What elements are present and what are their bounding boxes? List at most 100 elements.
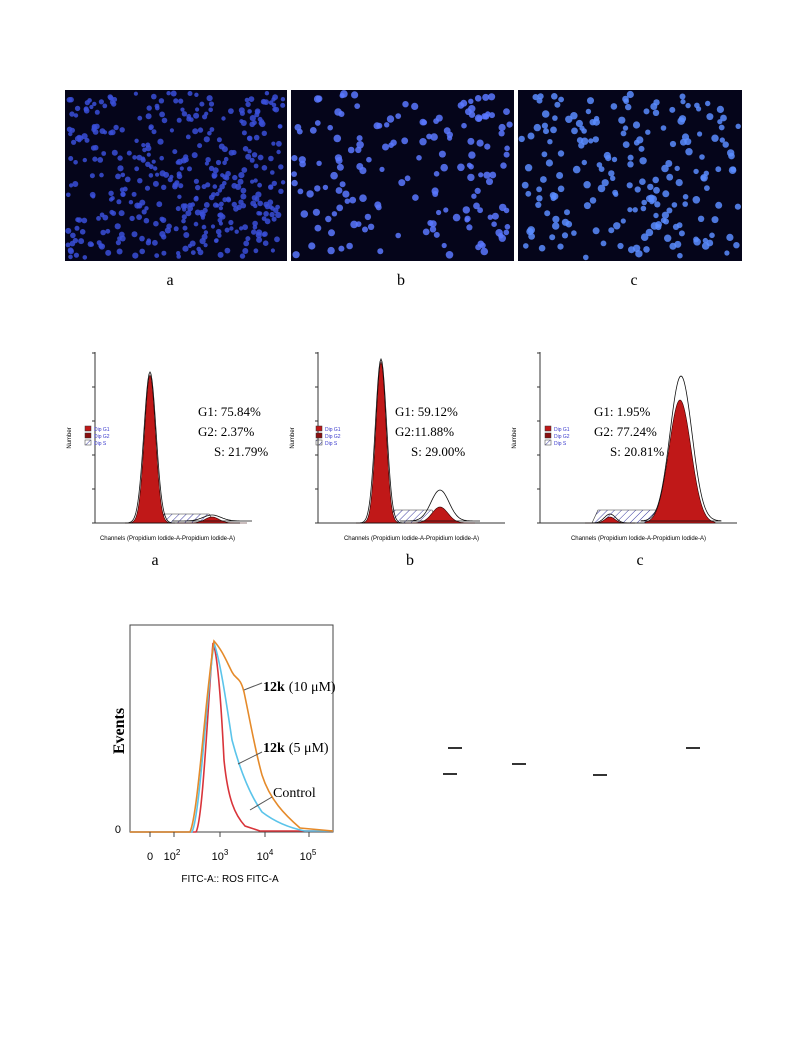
- cell-nucleus: [598, 166, 605, 173]
- x-axis-label: FITC-A:: ROS FITC-A: [181, 874, 279, 885]
- annotation: 12k (10 μM): [263, 680, 336, 695]
- cell-nucleus: [245, 153, 252, 160]
- cell-nucleus: [267, 199, 274, 206]
- cell-nucleus: [612, 189, 618, 196]
- fit-outline: [172, 514, 252, 522]
- fit-outline: [640, 375, 722, 522]
- cell-nucleus: [258, 120, 264, 126]
- cell-nucleus: [441, 242, 447, 249]
- legend-label: Dip G1: [554, 427, 570, 433]
- cell-nucleus: [79, 229, 86, 235]
- cell-nucleus: [536, 195, 543, 202]
- cell-nucleus: [203, 230, 209, 235]
- tick-base: 10: [257, 851, 269, 863]
- cell-nucleus: [452, 213, 461, 222]
- cell-nucleus: [197, 249, 204, 256]
- cell-nucleus: [132, 155, 137, 160]
- cell-nucleus: [338, 245, 345, 252]
- cell-nucleus: [632, 121, 641, 129]
- cell-nucleus: [65, 227, 72, 234]
- cell-nucleus: [263, 99, 269, 105]
- cell-nucleus: [660, 125, 667, 131]
- cell-nucleus: [571, 127, 578, 135]
- cell-nucleus: [699, 154, 705, 160]
- cell-nucleus: [669, 140, 677, 148]
- cell-nucleus: [386, 115, 395, 123]
- cell-nucleus: [476, 139, 484, 147]
- cell-nucleus: [366, 156, 372, 163]
- cell-nucleus: [87, 98, 92, 103]
- cell-nucleus: [177, 194, 182, 199]
- cell-nucleus: [92, 156, 98, 162]
- cell-nucleus: [161, 117, 168, 124]
- cell-nucleus: [291, 171, 297, 178]
- cell-nucleus: [139, 235, 145, 242]
- cell-nucleus: [349, 196, 357, 204]
- cell-nucleus: [583, 181, 591, 189]
- annotation-arrow: [243, 682, 263, 691]
- cell-nucleus: [202, 207, 208, 213]
- tick-base: 10: [164, 851, 176, 863]
- cell-nucleus: [247, 109, 252, 114]
- cell-nucleus: [483, 171, 491, 179]
- cell-nucleus: [151, 129, 157, 135]
- cell-nucleus: [538, 244, 546, 252]
- cell-nucleus: [218, 221, 223, 226]
- cell-nucleus: [557, 150, 565, 157]
- cell-nucleus: [521, 181, 529, 189]
- cell-nucleus: [483, 113, 490, 120]
- cell-nucleus: [693, 168, 699, 175]
- cell-nucleus: [339, 181, 346, 188]
- cell-nucleus: [217, 233, 222, 238]
- cell-nucleus: [82, 255, 88, 260]
- cell-nucleus: [313, 95, 322, 103]
- cell-nucleus: [251, 152, 258, 158]
- cell-nucleus: [680, 99, 686, 105]
- cell-nucleus: [585, 108, 592, 115]
- cell-nucleus: [596, 162, 603, 168]
- phase-percentage: G1: 1.95%: [594, 404, 651, 419]
- cell-nucleus: [81, 217, 88, 224]
- cell-nucleus: [533, 123, 541, 132]
- cell-nucleus: [532, 94, 539, 101]
- cell-nucleus: [151, 93, 157, 100]
- cell-nucleus: [99, 212, 105, 218]
- cell-nucleus: [207, 131, 212, 136]
- cell-nucleus: [626, 90, 634, 99]
- cell-nucleus: [174, 180, 180, 186]
- cell-nucleus: [300, 210, 309, 218]
- cell-nucleus: [100, 229, 106, 236]
- cell-nucleus: [543, 128, 549, 135]
- cell-nucleus: [185, 134, 191, 140]
- cell-nucleus: [137, 178, 143, 184]
- cell-nucleus: [190, 250, 196, 256]
- cell-nucleus: [587, 97, 594, 105]
- cell-nucleus: [73, 113, 79, 118]
- cell-nucleus: [474, 95, 482, 102]
- cell-nucleus: [312, 208, 320, 216]
- cell-nucleus: [152, 180, 159, 187]
- cell-nucleus: [212, 184, 218, 189]
- cell-nucleus: [273, 106, 280, 113]
- cell-nucleus: [528, 233, 535, 240]
- cell-nucleus: [255, 191, 262, 198]
- cell-nucleus: [330, 171, 338, 180]
- cell-nucleus: [473, 202, 480, 210]
- cell-nucleus: [640, 233, 649, 241]
- legend-label: Dip S: [554, 441, 567, 447]
- cell-nucleus: [239, 253, 246, 259]
- cell-nucleus: [339, 93, 345, 99]
- cell-nucleus: [468, 151, 476, 159]
- cell-nucleus: [170, 90, 177, 97]
- cell-nucleus: [536, 186, 542, 193]
- cell-nucleus: [258, 211, 263, 216]
- cell-nucleus: [700, 175, 707, 181]
- cell-nucleus: [261, 130, 267, 136]
- cell-nucleus: [257, 154, 264, 161]
- cell-nucleus: [212, 167, 219, 174]
- cell-nucleus: [557, 185, 565, 193]
- cell-nucleus: [404, 175, 411, 182]
- cell-nucleus: [242, 248, 249, 254]
- cell-nucleus: [137, 115, 143, 121]
- ros-histogram: 12k (10 μM) 12k (5 μM) Control Events 0 0 …: [111, 624, 336, 885]
